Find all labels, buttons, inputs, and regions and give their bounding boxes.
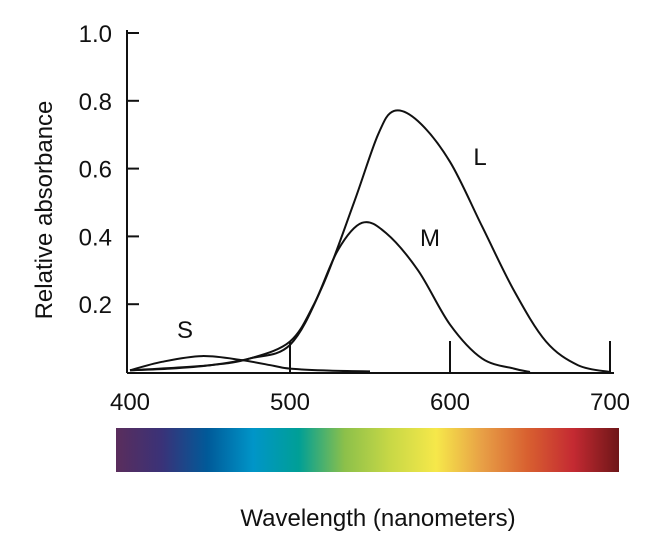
spectrum-bar	[116, 428, 619, 472]
x-tick-label: 700	[590, 389, 630, 416]
series-label-M: M	[420, 225, 440, 252]
curve-L	[129, 109, 611, 373]
y-tick-label: 0.4	[79, 224, 112, 251]
y-tick-label: 0.6	[79, 157, 112, 184]
y-tick-label: 0.2	[79, 292, 112, 319]
series-label-L: L	[473, 144, 486, 171]
y-axis-label: Relative absorbance	[31, 101, 58, 320]
x-tick-label: 400	[110, 389, 150, 416]
x-tick-label: 500	[270, 389, 310, 416]
series-label-S: S	[177, 317, 193, 344]
curve-M	[129, 221, 531, 373]
x-axis-label: Wavelength (nanometers)	[240, 505, 515, 532]
x-tick-label: 600	[430, 389, 470, 416]
curve-S	[129, 355, 371, 373]
y-tick-label: 0.8	[79, 89, 112, 116]
y-tick-label: 1.0	[79, 21, 112, 48]
